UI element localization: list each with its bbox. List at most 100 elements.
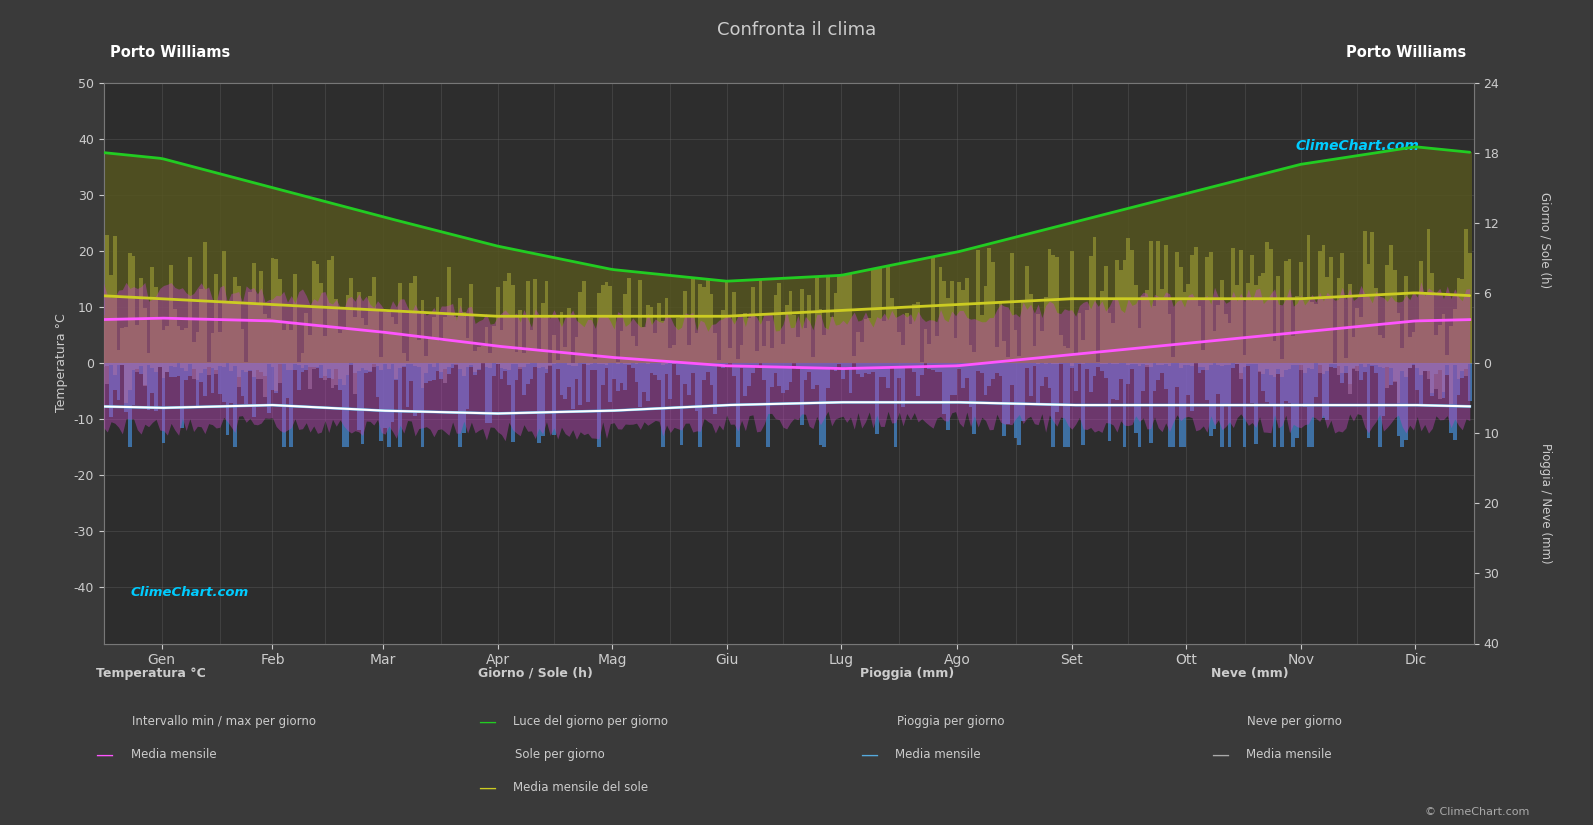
Bar [349, 363, 354, 365]
Bar [769, 279, 774, 363]
Bar [645, 363, 650, 402]
Bar [124, 327, 127, 363]
Bar [252, 363, 255, 378]
Bar [1348, 284, 1351, 363]
Bar [919, 259, 924, 363]
Bar [1464, 152, 1467, 363]
Bar [593, 363, 597, 370]
Bar [852, 356, 855, 363]
Bar [1438, 363, 1442, 399]
Bar [470, 284, 473, 363]
Bar [1273, 171, 1276, 363]
Text: —: — [478, 779, 495, 797]
Bar [1096, 363, 1101, 367]
Bar [902, 363, 905, 407]
Bar [1077, 221, 1082, 363]
Bar [1118, 363, 1123, 379]
Bar [484, 363, 489, 423]
Bar [1431, 273, 1434, 363]
Bar [534, 363, 537, 366]
Bar [1063, 363, 1066, 447]
Bar [830, 363, 833, 368]
Bar [661, 321, 664, 363]
Bar [1059, 225, 1063, 363]
Bar [949, 281, 954, 363]
Bar [233, 177, 237, 363]
Bar [255, 363, 260, 370]
Bar [1375, 289, 1378, 363]
Bar [703, 286, 706, 363]
Bar [822, 363, 827, 447]
Bar [763, 346, 766, 363]
Bar [1201, 363, 1206, 367]
Bar [1392, 150, 1397, 363]
Bar [271, 258, 274, 363]
Bar [894, 264, 897, 363]
Bar [1193, 248, 1198, 363]
Bar [185, 363, 188, 371]
Bar [927, 344, 932, 363]
Bar [661, 363, 664, 447]
Bar [653, 274, 658, 363]
Bar [691, 363, 695, 373]
Bar [260, 363, 263, 372]
Bar [1392, 363, 1397, 381]
Bar [484, 363, 489, 367]
Bar [969, 345, 972, 363]
Bar [354, 363, 357, 373]
Bar [150, 158, 155, 363]
Bar [390, 363, 395, 422]
Bar [1400, 348, 1403, 363]
Bar [1370, 153, 1375, 363]
Bar [237, 286, 241, 363]
Bar [465, 363, 470, 408]
Bar [1254, 363, 1258, 445]
Bar [672, 363, 675, 364]
Bar [185, 363, 188, 380]
Bar [750, 280, 755, 363]
Bar [158, 318, 162, 363]
Bar [1082, 363, 1085, 445]
Bar [443, 363, 448, 370]
Bar [601, 363, 605, 385]
Bar [1381, 363, 1386, 416]
Bar [1063, 346, 1066, 363]
Bar [567, 308, 570, 363]
Bar [1235, 363, 1239, 364]
Bar [830, 317, 833, 363]
Bar [803, 328, 808, 363]
Bar [331, 363, 335, 379]
Text: Sole per giorno: Sole per giorno [515, 748, 604, 761]
Bar [1337, 158, 1340, 363]
Bar [462, 313, 465, 363]
Bar [489, 353, 492, 363]
Bar [1126, 363, 1129, 384]
Bar [774, 295, 777, 363]
Bar [349, 278, 354, 363]
Bar [1112, 212, 1115, 363]
Bar [811, 276, 814, 363]
Bar [1059, 363, 1063, 365]
Bar [1220, 185, 1223, 363]
Bar [1348, 363, 1351, 384]
Bar [390, 219, 395, 363]
Bar [634, 346, 639, 363]
Bar [744, 363, 747, 396]
Bar [1333, 363, 1337, 365]
Bar [875, 268, 879, 363]
Bar [575, 363, 578, 366]
Bar [319, 200, 323, 363]
Bar [819, 309, 822, 363]
Bar [1456, 363, 1461, 379]
Bar [207, 363, 210, 375]
Bar [290, 330, 293, 363]
Bar [605, 363, 609, 368]
Bar [1051, 363, 1055, 447]
Bar [658, 303, 661, 363]
Bar [999, 302, 1002, 363]
Bar [750, 287, 755, 363]
Bar [360, 318, 365, 363]
Bar [852, 273, 855, 363]
Bar [1096, 216, 1101, 363]
Bar [1118, 270, 1123, 363]
